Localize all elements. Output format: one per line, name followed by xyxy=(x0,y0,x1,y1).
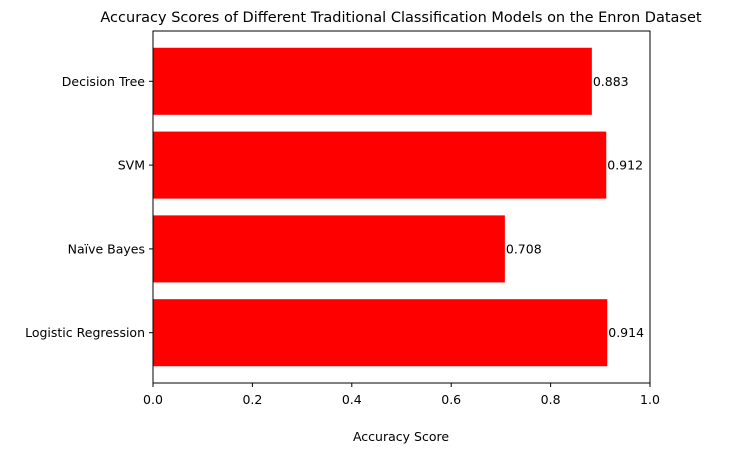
bar-svm xyxy=(153,131,607,199)
x-tick-label: 1.0 xyxy=(640,392,660,407)
value-label: 0.912 xyxy=(607,158,643,173)
x-tick-label: 0.6 xyxy=(441,392,461,407)
bar-na-ve-bayes xyxy=(153,215,505,283)
bars-group xyxy=(153,47,608,367)
y-tick-label: SVM xyxy=(118,158,145,173)
value-labels-group: 0.914 0.708 0.912 0.883 xyxy=(506,74,644,340)
value-label: 0.883 xyxy=(593,74,629,89)
x-tick-label: 0.0 xyxy=(143,392,163,407)
value-label: 0.914 xyxy=(608,325,644,340)
y-tick-label: Decision Tree xyxy=(62,74,146,89)
y-tick-label: Logistic Regression xyxy=(25,325,145,340)
chart-title: Accuracy Scores of Different Traditional… xyxy=(100,10,702,26)
x-axis-label: Accuracy Score xyxy=(353,429,449,444)
y-axis: Logistic Regression Naïve Bayes SVM Decisio… xyxy=(25,74,153,340)
x-axis: 0.0 0.2 0.4 0.6 0.8 1.0 xyxy=(143,383,660,407)
x-tick-label: 0.4 xyxy=(342,392,362,407)
plot-frame xyxy=(152,30,651,384)
bar-logistic-regression xyxy=(153,299,608,367)
y-tick-label: Naïve Bayes xyxy=(68,241,145,256)
x-tick-label: 0.2 xyxy=(242,392,262,407)
bar-decision-tree xyxy=(153,47,592,115)
x-tick-label: 0.8 xyxy=(541,392,561,407)
value-label: 0.708 xyxy=(506,241,542,256)
